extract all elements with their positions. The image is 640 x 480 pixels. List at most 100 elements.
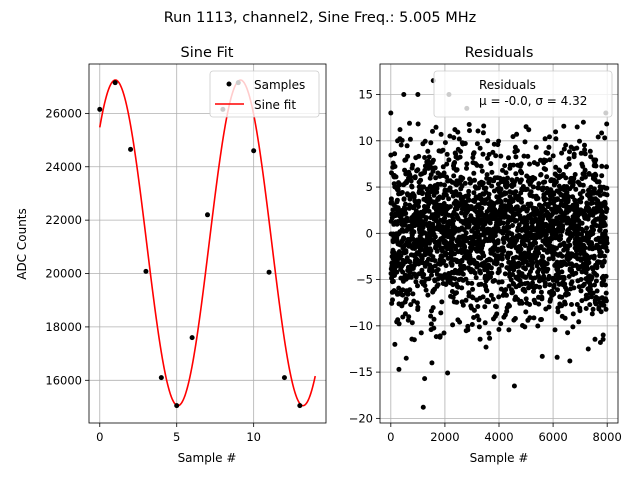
- residual-point: [591, 227, 596, 233]
- residual-point: [582, 142, 587, 148]
- residual-point: [407, 120, 412, 126]
- residual-point: [415, 121, 421, 127]
- residual-point: [439, 254, 445, 260]
- residual-point: [551, 191, 557, 197]
- residual-point: [451, 135, 457, 141]
- residual-point: [552, 327, 558, 333]
- residual-point: [559, 253, 565, 259]
- residual-point: [434, 248, 440, 254]
- residual-point: [490, 149, 496, 155]
- sine-fit-title: Sine Fit: [181, 45, 234, 61]
- residual-point: [543, 167, 549, 172]
- residual-point: [543, 158, 549, 164]
- residual-point: [395, 187, 401, 193]
- residual-point: [442, 182, 447, 188]
- residual-point: [402, 311, 408, 317]
- residual-point: [469, 322, 475, 327]
- residual-point: [585, 295, 591, 301]
- residual-point: [538, 289, 544, 295]
- residual-point: [585, 266, 591, 272]
- legend-label-residuals: Residuals: [479, 78, 536, 92]
- residual-point: [420, 190, 425, 196]
- residual-point: [523, 274, 529, 280]
- residual-point: [482, 320, 488, 326]
- residual-point: [407, 136, 413, 142]
- residual-point: [429, 272, 434, 278]
- residual-point: [484, 288, 490, 294]
- residual-point: [528, 189, 534, 195]
- residual-point: [557, 168, 563, 174]
- residual-point: [465, 192, 471, 198]
- residual-point: [578, 288, 584, 294]
- residual-point: [571, 151, 577, 157]
- residual-point: [488, 292, 494, 298]
- residual-point: [430, 305, 436, 311]
- residual-point: [596, 305, 602, 310]
- residual-point: [486, 152, 492, 157]
- residual-point: [531, 315, 537, 321]
- residual-point: [559, 269, 565, 275]
- residual-outlier-point: [388, 110, 394, 116]
- residual-point: [428, 313, 434, 319]
- residual-point: [594, 288, 600, 294]
- residual-point: [455, 129, 461, 135]
- residual-point: [544, 174, 550, 180]
- residual-point: [432, 258, 438, 264]
- residual-point: [496, 294, 502, 300]
- residual-point: [480, 151, 486, 157]
- residual-point: [592, 336, 598, 342]
- residual-point: [547, 201, 553, 206]
- residual-point: [537, 284, 543, 290]
- residual-point: [459, 285, 465, 291]
- residual-point: [415, 304, 421, 310]
- residual-point: [443, 263, 449, 269]
- residual-point: [505, 175, 510, 181]
- residual-point: [451, 173, 457, 179]
- residual-point: [438, 310, 444, 316]
- legend-label-samples: Samples: [254, 78, 305, 92]
- residual-point: [604, 121, 610, 127]
- residual-point: [452, 276, 458, 282]
- x-tick-label: 4000: [484, 430, 513, 444]
- residual-point: [398, 253, 404, 259]
- residual-point: [435, 282, 441, 288]
- residual-point: [525, 225, 531, 231]
- residual-point: [408, 174, 414, 180]
- residual-point: [547, 196, 553, 202]
- y-tick-label: 10: [358, 134, 373, 148]
- residual-point: [466, 122, 472, 127]
- residual-point: [538, 244, 544, 250]
- residual-point: [398, 142, 404, 148]
- residual-point: [412, 174, 418, 180]
- residual-point: [470, 295, 476, 301]
- residual-point: [530, 280, 535, 286]
- residual-point: [395, 317, 401, 323]
- residual-point: [404, 143, 410, 149]
- residual-outlier-point: [392, 341, 398, 347]
- residual-point: [538, 172, 544, 177]
- residual-point: [599, 130, 605, 136]
- residual-point: [396, 321, 402, 327]
- sample-point: [128, 146, 134, 152]
- residual-point: [597, 192, 603, 198]
- residual-point: [514, 131, 520, 137]
- residual-point: [390, 278, 396, 284]
- residual-point: [511, 267, 517, 273]
- x-tick-label: 8000: [593, 430, 622, 444]
- residual-point: [602, 215, 608, 221]
- residual-point: [567, 242, 573, 248]
- residual-point: [505, 182, 511, 188]
- residual-point: [506, 155, 511, 161]
- residual-point: [397, 127, 403, 133]
- residual-point: [514, 148, 520, 154]
- x-tick-label: 10: [246, 430, 261, 444]
- residual-point: [479, 205, 485, 211]
- residual-point: [438, 131, 444, 137]
- residual-point: [478, 163, 484, 169]
- residual-outlier-point: [403, 355, 409, 361]
- residual-point: [426, 208, 432, 214]
- residual-outlier-point: [567, 358, 573, 364]
- residual-point: [548, 296, 553, 302]
- residual-point: [587, 302, 593, 308]
- residual-point: [476, 317, 482, 323]
